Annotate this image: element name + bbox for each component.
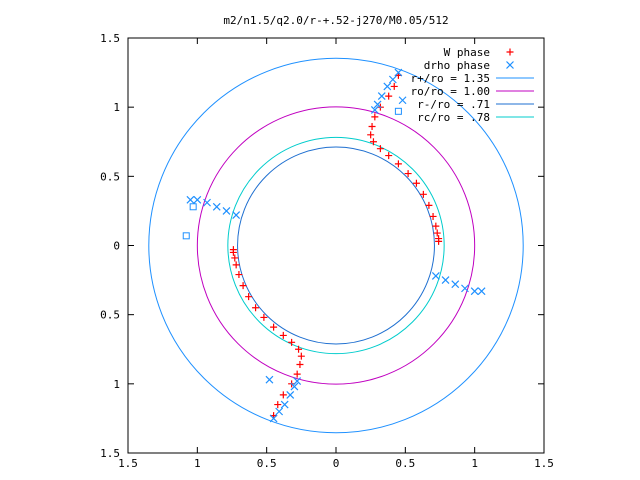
axis-ticks: 1.5 1 0.5 0 0.5 1 1.51.510.500.511.5 [100, 32, 554, 470]
series-1-point-11 [232, 211, 241, 219]
series-1-point-23 [431, 272, 440, 280]
series-0-point-14 [425, 201, 433, 209]
x-tick-label-5: 1 [471, 457, 478, 470]
legend-label-1: drho phase [424, 59, 490, 72]
series-1-point-20 [461, 284, 469, 293]
series-0-point-37 [231, 254, 239, 262]
legend-marker-1 [506, 61, 514, 69]
series-1-point-18 [477, 287, 486, 296]
series-0-point-28 [288, 338, 296, 346]
legend-marker-0 [506, 48, 514, 56]
legend-label-3: ro/ro = 1.00 [411, 85, 490, 98]
series-0-point-22 [279, 391, 287, 399]
series-1-point-9 [212, 202, 221, 211]
circle-2 [237, 146, 435, 345]
x-tick-label-3: 0 [333, 457, 340, 470]
series-1-point-2 [383, 82, 392, 91]
y-tick-label-0: 1.5 [100, 447, 120, 460]
series-2-point-2 [189, 203, 197, 211]
y-tick-label-4: 0.5 [100, 170, 120, 183]
series-1-point-10 [222, 206, 231, 215]
y-tick-label-2: 0.5 [100, 309, 120, 322]
series-0-point-16 [432, 222, 440, 230]
series-1-point-19 [470, 287, 479, 296]
circle-1 [196, 106, 476, 385]
series-0-point-4 [371, 113, 379, 121]
series-0-point-25 [296, 360, 304, 368]
x-tick-label-0: 1.5 [118, 457, 138, 470]
series-1-point-6 [186, 195, 195, 204]
legend-label-4: r-/ro = .71 [417, 98, 490, 111]
series-0-point-17 [433, 229, 441, 237]
series-0-point-32 [252, 304, 260, 312]
series-0-point-26 [297, 352, 305, 360]
series-1-point-3 [377, 92, 386, 101]
series-1-point-25 [265, 375, 274, 384]
series-1-point-8 [203, 198, 211, 207]
series-2-point-1 [182, 232, 190, 240]
series-0-point-35 [235, 271, 243, 279]
series-1-point-14 [280, 400, 289, 409]
series-0-point-21 [274, 401, 282, 409]
series-1-point-13 [275, 407, 284, 416]
legend-label-0: W phase [444, 46, 490, 59]
y-tick-label-1: 1 [113, 378, 120, 391]
x-tick-label-2: 0.5 [257, 457, 277, 470]
series-0-point-10 [394, 160, 402, 168]
series-1-point-1 [388, 75, 397, 84]
series-1-point-15 [286, 390, 295, 399]
series-0-point-19 [435, 237, 443, 245]
series-1-point-4 [373, 100, 382, 109]
series-0-point-30 [270, 323, 278, 331]
series-1-point-7 [193, 195, 202, 204]
series-1-point-5 [370, 106, 379, 114]
series-0-point-13 [419, 190, 427, 198]
series-1-point-12 [269, 414, 278, 423]
series-0-point-39 [229, 246, 237, 254]
series-0-point-29 [279, 331, 287, 339]
series-0-point-34 [239, 282, 247, 290]
series-0-point-33 [245, 293, 253, 301]
series-0-point-27 [295, 345, 303, 353]
series-0-point-24 [293, 370, 301, 378]
series-1-point-24 [398, 96, 407, 105]
x-tick-label-6: 1.5 [534, 457, 554, 470]
reference-circles [148, 57, 524, 434]
y-tick-label-5: 1 [113, 101, 120, 114]
series-1-point-17 [293, 377, 302, 385]
series-2-point-0 [394, 107, 402, 115]
series-0-point-7 [369, 138, 377, 146]
series-1-point-21 [451, 280, 460, 289]
series-0-point-31 [260, 313, 268, 321]
series-1-point-0 [394, 68, 403, 77]
legend-label-5: rc/ro = .78 [417, 111, 490, 124]
series-0-point-15 [429, 212, 437, 220]
data-series [182, 48, 514, 423]
series-0-point-12 [412, 179, 420, 187]
series-1-point-16 [290, 382, 299, 391]
series-0-point-2 [385, 92, 393, 100]
x-tick-label-4: 0.5 [395, 457, 415, 470]
y-tick-label-3: 0 [113, 240, 120, 253]
circle-0 [148, 57, 524, 434]
series-0-point-36 [232, 261, 240, 269]
series-0-point-6 [367, 131, 375, 139]
series-0-point-9 [385, 152, 393, 160]
legend-label-2: r+/ro = 1.35 [411, 72, 490, 85]
series-1-point-22 [441, 276, 450, 285]
series-0-point-5 [368, 123, 376, 131]
x-tick-label-1: 1 [194, 457, 201, 470]
circle-3 [227, 136, 445, 355]
chart-title: m2/n1.5/q2.0/r-+.52-j270/M0.05/512 [223, 14, 448, 27]
series-0-point-11 [404, 170, 412, 178]
y-tick-label-6: 1.5 [100, 32, 120, 45]
series-0-point-8 [376, 145, 384, 153]
series-0-point-1 [390, 82, 398, 90]
